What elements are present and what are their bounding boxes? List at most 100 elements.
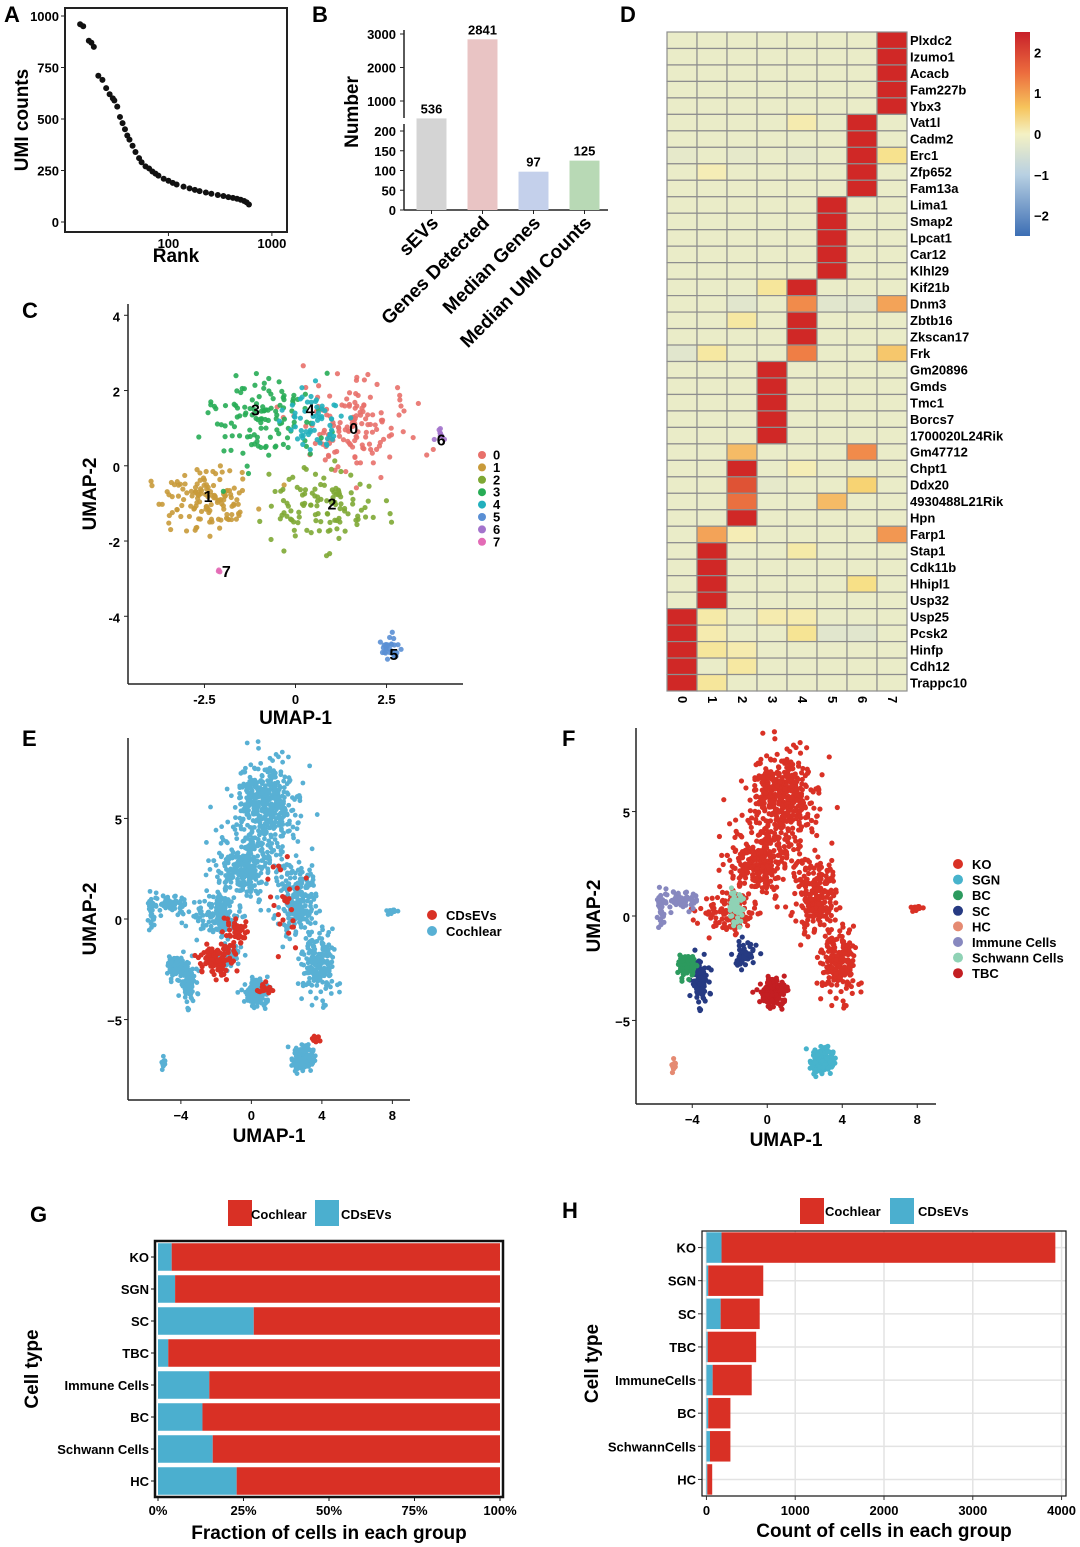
y-tick-label: 50 — [382, 183, 396, 198]
umap-point — [353, 485, 360, 491]
heatmap-cell — [696, 179, 728, 198]
umap-point-cdsevs — [223, 977, 230, 983]
legend-marker — [478, 537, 486, 546]
umap-point-cochlear — [256, 814, 262, 820]
umap-point-celltype — [766, 811, 772, 817]
umap-point — [292, 414, 298, 420]
umap-point — [338, 501, 344, 507]
umap-point — [253, 401, 260, 407]
umap-point-celltype — [800, 905, 806, 911]
umap-point-celltype — [741, 872, 747, 878]
umap-point-cochlear — [238, 888, 244, 893]
umap-point-celltype — [824, 910, 830, 916]
umap-point-celltype — [775, 859, 781, 865]
heatmap-cell — [756, 492, 788, 511]
heatmap-cell — [816, 344, 848, 363]
umap-point-celltype — [818, 947, 825, 953]
umap-point-cochlear — [168, 979, 174, 985]
umap-point-celltype — [833, 957, 839, 963]
umap-point — [366, 483, 372, 489]
heatmap-cell — [666, 542, 698, 560]
heatmap-cell — [846, 229, 878, 247]
umap-point-cochlear — [242, 952, 248, 958]
y-tick-label: -4 — [108, 610, 120, 625]
umap-point-cdsevs — [203, 960, 209, 966]
column-label: 2 — [735, 696, 750, 703]
umap-point — [342, 403, 348, 409]
umap-point-celltype — [794, 797, 800, 803]
cluster-label: 2 — [327, 496, 336, 513]
umap-point-cochlear — [235, 876, 240, 882]
umap-point — [292, 533, 298, 539]
heatmap-cell — [786, 344, 818, 363]
heatmap-cell — [666, 196, 698, 214]
umap-point-cochlear — [225, 860, 231, 866]
umap-point-cochlear — [256, 745, 261, 751]
umap-point — [394, 385, 401, 391]
umap-point-cdsevs — [215, 958, 221, 964]
umap-point-cdsevs — [290, 918, 296, 924]
heatmap-cell — [696, 426, 728, 445]
umap-point-cochlear — [239, 819, 244, 825]
umap-point — [254, 438, 260, 444]
umap-point-celltype — [805, 821, 811, 827]
umap-point-cochlear — [241, 827, 247, 832]
row-label: Vat1l — [910, 115, 940, 130]
umap-point-celltype — [745, 891, 752, 897]
umap-point-celltype — [771, 830, 778, 836]
umap-point-cochlear — [186, 909, 192, 915]
umap-point-cochlear — [210, 919, 216, 924]
legend-marker — [478, 513, 486, 521]
umap-point-cochlear — [234, 887, 240, 893]
heatmap-cell — [816, 196, 848, 214]
umap-point — [239, 385, 245, 392]
umap-point — [324, 498, 330, 504]
umap-point-celltype — [721, 797, 727, 803]
column-label: 7 — [885, 696, 900, 703]
umap-point — [297, 415, 303, 421]
umap-point — [234, 388, 240, 394]
heatmap-cell — [756, 640, 788, 659]
umap-point-cochlear — [242, 982, 248, 987]
legend-marker — [478, 488, 486, 497]
umap-point — [313, 518, 319, 524]
umap-point — [210, 482, 217, 489]
umap-point-cochlear — [259, 808, 265, 814]
umap-point-cochlear — [326, 951, 332, 956]
y-tick-label: 2000 — [367, 61, 396, 76]
umap-point-cochlear — [253, 888, 259, 894]
umap-point-celltype — [837, 928, 843, 934]
legend-marker — [478, 463, 486, 472]
x-axis-label: UMAP-1 — [233, 1126, 306, 1147]
umap-point-celltype — [774, 751, 780, 757]
umap-point-celltype — [829, 840, 835, 846]
umap-point-cochlear — [216, 878, 222, 883]
data-point — [132, 148, 139, 155]
umap-point-cochlear — [308, 903, 313, 909]
heatmap-cell — [726, 344, 758, 363]
umap-point-celltype — [810, 870, 817, 876]
umap-point-cochlear — [277, 805, 282, 810]
heatmap-cell — [666, 130, 698, 148]
umap-point-cochlear — [206, 858, 211, 864]
heatmap-cell — [726, 558, 758, 577]
umap-point-cochlear — [183, 991, 189, 997]
umap-point — [231, 502, 237, 508]
umap-point — [312, 486, 318, 492]
umap-point-celltype — [757, 910, 763, 916]
heatmap-cell — [816, 295, 848, 313]
umap-point-cochlear — [299, 869, 305, 875]
heatmap-cell — [876, 393, 908, 412]
umap-point-cochlear — [263, 997, 269, 1003]
umap-point-celltype — [731, 865, 737, 871]
umap-point-celltype — [759, 864, 766, 870]
bar — [518, 171, 549, 210]
umap-point-cdsevs — [311, 1037, 317, 1043]
umap-point-cdsevs — [228, 960, 235, 966]
umap-point-cochlear — [173, 966, 179, 972]
umap-point — [354, 374, 360, 380]
umap-point — [387, 454, 393, 460]
heatmap-cell — [726, 410, 758, 428]
umap-point — [247, 433, 253, 440]
